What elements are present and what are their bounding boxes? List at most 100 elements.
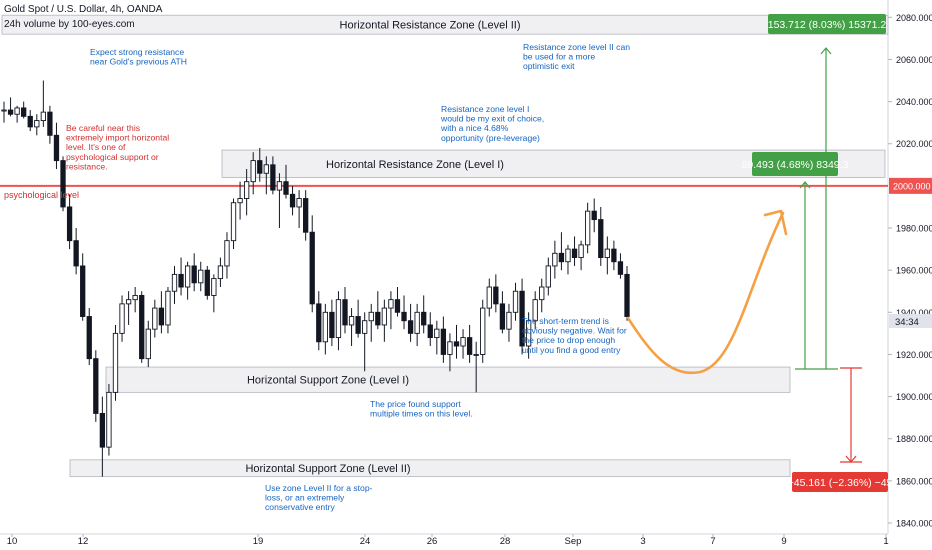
candle-up <box>184 265 191 288</box>
y-tick-label: 1980.000 <box>896 224 932 234</box>
candle-up <box>171 273 178 292</box>
measure-label: 153.712 (8.03%) 15371.2 <box>768 19 887 31</box>
annotation-line: conservative entry <box>265 502 335 512</box>
annotation-line: Expect strong resistance <box>90 47 184 57</box>
candle-down <box>329 311 335 339</box>
candle-up <box>335 299 342 339</box>
candle-down <box>47 111 53 136</box>
annotation-line: multiple times on this level. <box>370 409 473 419</box>
annotation-line: with a nice 4.68% <box>440 123 509 133</box>
candle-up <box>414 311 420 334</box>
candle-up <box>243 181 250 199</box>
x-tick-label: 19 <box>253 536 264 547</box>
candle-up <box>348 316 355 326</box>
y-tick-label: 2040.000 <box>896 97 932 107</box>
candle-down <box>27 115 33 128</box>
candle-down <box>421 311 427 326</box>
candle-up <box>152 307 158 330</box>
candle-down <box>407 320 414 334</box>
drawings-layer: 153.712 (8.03%) 15371.2 89.493 (4.68%) 83… <box>626 14 893 492</box>
y-tick-label: 2060.000 <box>896 55 932 65</box>
candle-down <box>375 311 381 326</box>
candle-up <box>381 307 388 326</box>
annotation-line: Be careful near this <box>66 123 140 133</box>
projection-path <box>626 211 785 375</box>
candle-down <box>158 307 165 326</box>
y-tick-label: 1860.000 <box>896 476 932 486</box>
candle-down <box>355 316 361 334</box>
candle-up <box>578 244 584 258</box>
candle-up <box>230 202 237 242</box>
y-tick-label: 1880.000 <box>896 434 932 444</box>
measure-label-box <box>792 472 888 492</box>
candle-down <box>309 231 315 305</box>
candles-layer <box>1 80 630 477</box>
candle-down <box>191 265 197 284</box>
x-tick-label: 3 <box>640 536 645 547</box>
annotation-line: optimistic exit <box>523 61 575 71</box>
candle-down <box>499 303 506 330</box>
y-tick-label: 1840.000 <box>896 519 932 529</box>
candle-down <box>571 248 578 258</box>
candle-up <box>112 332 119 393</box>
annotation-line: extremely import horizontal <box>66 133 169 143</box>
x-tick-label: 1 <box>883 536 888 547</box>
annotation-line: until you find a good entry <box>522 345 621 355</box>
candle-down <box>73 240 79 267</box>
candle-down <box>139 294 145 360</box>
zone-box <box>1 14 889 35</box>
candle-up <box>552 252 558 267</box>
candle-down <box>7 109 14 115</box>
y-tick-label: 2020.000 <box>896 139 932 149</box>
y-tick-label: 1940.000 <box>896 308 932 318</box>
chart-title: Gold Spot / U.S. Dollar, 4h, OANDA <box>4 4 163 15</box>
candle-up <box>1 109 7 112</box>
annotation-line: Use zone Level II for a stop- <box>265 483 373 493</box>
candle-up <box>14 107 20 115</box>
candle-up <box>545 265 551 288</box>
annotation-line: The price found support <box>370 399 461 409</box>
x-tick-label: 9 <box>781 536 786 547</box>
zone-box <box>69 459 791 478</box>
candle-down <box>204 269 210 296</box>
candle-up <box>145 328 151 360</box>
candle-down <box>558 252 565 263</box>
candle-down <box>303 198 309 233</box>
candle-up <box>604 248 610 258</box>
axis-layer: 2080.000 2060.000 2040.000 2020.000 1980.000… <box>7 13 932 547</box>
candle-up <box>322 311 328 343</box>
candle-down <box>99 412 106 448</box>
candle-down <box>342 299 348 326</box>
annotation-line: Resistance zone level II can <box>523 42 630 52</box>
measure-label-box <box>768 14 886 34</box>
candle-up <box>217 265 224 280</box>
candle-up <box>532 299 538 322</box>
zone-box <box>105 366 791 393</box>
candle-up <box>506 311 512 330</box>
annotation-line: The short-term trend is <box>522 316 609 326</box>
x-tick-label: 28 <box>500 536 511 547</box>
countdown-label: 34:34 <box>895 317 919 328</box>
candle-down <box>178 273 184 288</box>
x-tick-label: 12 <box>78 536 89 547</box>
candle-up <box>165 290 171 326</box>
measure-label: −45.161 (−2.36%) −45 <box>788 477 893 489</box>
x-tick-label: Sep <box>565 536 582 547</box>
candle-up <box>119 303 125 334</box>
x-tick-label: 10 <box>7 536 18 547</box>
candle-down <box>93 358 99 414</box>
candle-down <box>86 316 92 360</box>
candle-down <box>440 328 447 355</box>
measure-label-box <box>752 152 838 176</box>
y-tick-label: 2080.000 <box>896 13 932 23</box>
zone-label: Horizontal Resistance Zone (Level II) <box>340 20 521 32</box>
candle-up <box>237 198 243 204</box>
candle-down <box>270 164 276 191</box>
candle-down <box>453 341 460 347</box>
candle-down <box>289 193 296 208</box>
candle-up <box>512 290 519 313</box>
annotation-line: would be my exit of choice, <box>440 114 544 124</box>
x-tick-label: 7 <box>710 536 715 547</box>
candle-up <box>565 248 571 263</box>
